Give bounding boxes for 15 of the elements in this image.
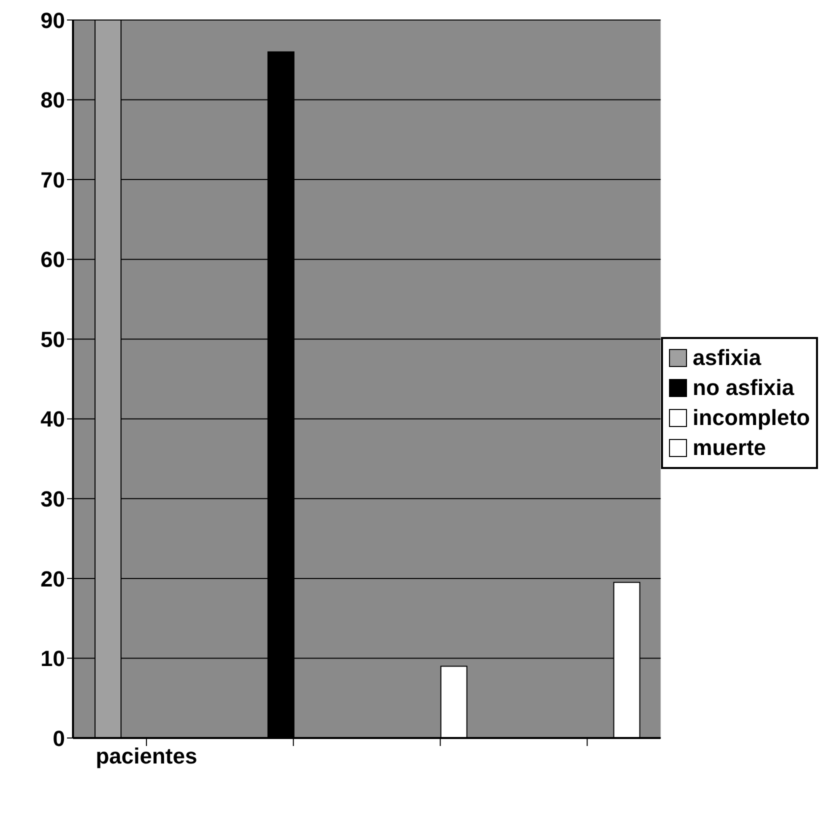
y-tick-label: 10 <box>40 646 65 672</box>
y-tick-label: 90 <box>40 8 65 33</box>
legend-label: incompleto <box>692 404 810 432</box>
y-tick-label: 20 <box>40 566 65 592</box>
y-tick-label: 80 <box>40 88 65 113</box>
legend-label: no asfixia <box>692 374 794 402</box>
y-tick-label: 60 <box>40 247 65 272</box>
x-tick-label: pacientes <box>96 744 198 769</box>
y-tick-label: 30 <box>40 486 65 512</box>
y-tick-label: 50 <box>40 326 65 352</box>
y-tick-label: 40 <box>40 406 65 432</box>
legend-label: asfixia <box>692 344 762 372</box>
y-tick-label: 70 <box>40 167 65 192</box>
y-tick-label: 0 <box>52 726 65 751</box>
legend-label: muerte <box>692 434 766 462</box>
